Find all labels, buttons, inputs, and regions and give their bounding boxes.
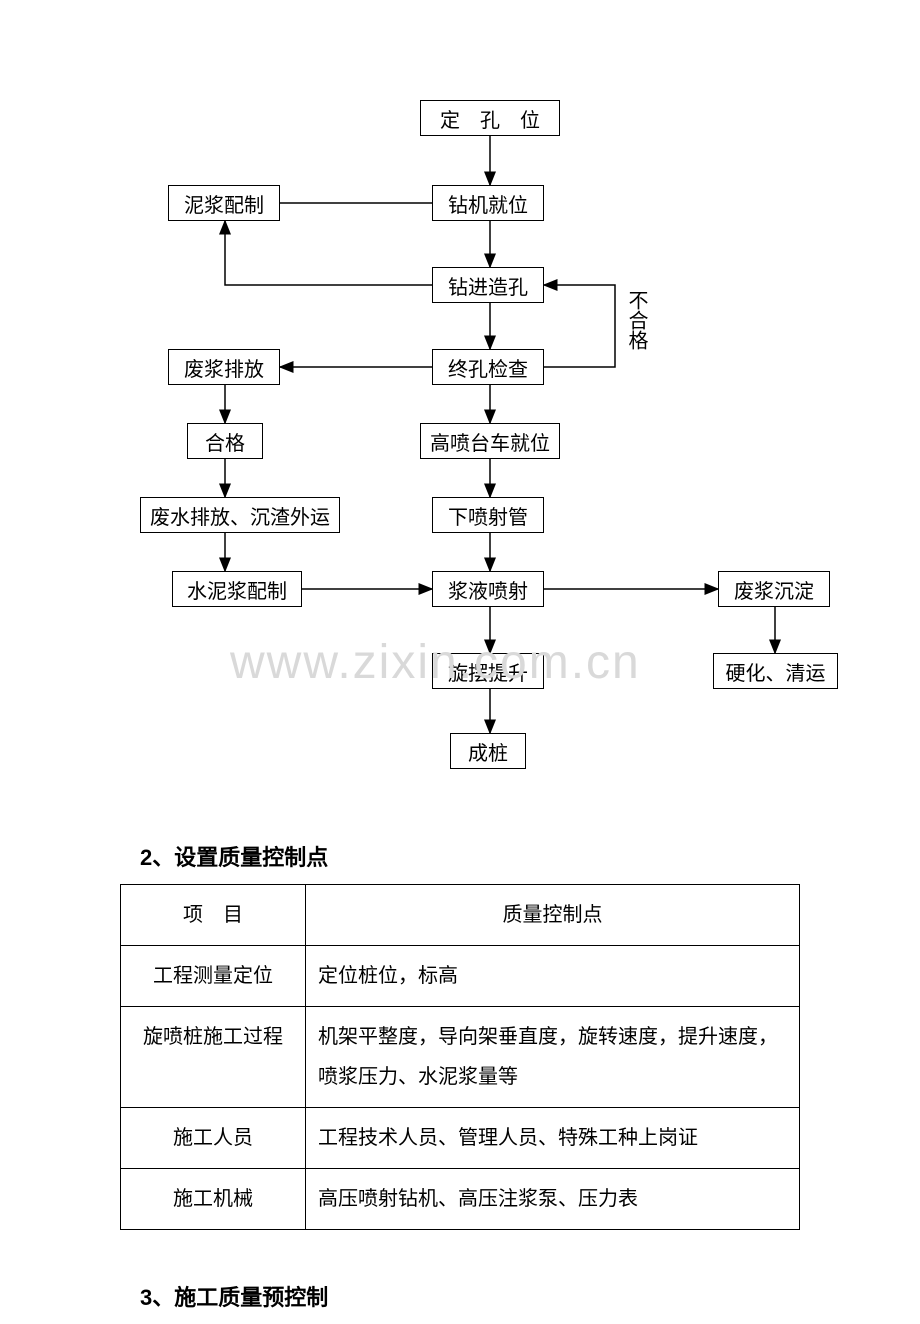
- flow-node-l5: 水泥浆配制: [172, 571, 302, 607]
- quality-control-table: 项 目 质量控制点 工程测量定位定位桩位，标高旋喷桩施工过程机架平整度，导向架垂…: [120, 884, 800, 1230]
- table-cell: 工程测量定位: [121, 946, 306, 1007]
- flow-node-n7: 浆液喷射: [432, 571, 544, 607]
- flow-node-l4: 废水排放、沉渣外运: [140, 497, 340, 533]
- edge-label: 不合格: [622, 290, 651, 350]
- flow-node-r1: 废浆沉淀: [718, 571, 830, 607]
- heading-precontrol: 3、施工质量预控制: [140, 1280, 920, 1312]
- flow-node-r2: 硬化、清运: [713, 653, 838, 689]
- table-cell: 工程技术人员、管理人员、特殊工种上岗证: [306, 1108, 800, 1169]
- flowchart: 定 孔 位钻机就位钻进造孔终孔检查高喷台车就位下喷射管浆液喷射旋摆提升成桩 泥浆配…: [0, 0, 920, 790]
- table-cell: 施工人员: [121, 1108, 306, 1169]
- heading-quality-control: 2、设置质量控制点: [140, 840, 920, 872]
- table-header-cell: 项 目: [121, 885, 306, 946]
- flow-node-l3: 合格: [187, 423, 263, 459]
- table-cell: 高压喷射钻机、高压注浆泵、压力表: [306, 1169, 800, 1230]
- table-row: 施工人员工程技术人员、管理人员、特殊工种上岗证: [121, 1108, 800, 1169]
- table-row: 施工机械高压喷射钻机、高压注浆泵、压力表: [121, 1169, 800, 1230]
- flow-node-n1: 定 孔 位: [420, 100, 560, 136]
- table-header-row: 项 目 质量控制点: [121, 885, 800, 946]
- flow-node-n6: 下喷射管: [432, 497, 544, 533]
- table-row: 旋喷桩施工过程机架平整度，导向架垂直度，旋转速度，提升速度，喷浆压力、水泥浆量等: [121, 1007, 800, 1108]
- flow-node-n4: 终孔检查: [432, 349, 544, 385]
- flow-node-n8: 旋摆提升: [432, 653, 544, 689]
- flow-node-n2: 钻机就位: [432, 185, 544, 221]
- table-header-cell: 质量控制点: [306, 885, 800, 946]
- table-cell: 施工机械: [121, 1169, 306, 1230]
- table-row: 工程测量定位定位桩位，标高: [121, 946, 800, 1007]
- flow-node-n9: 成桩: [450, 733, 526, 769]
- table-cell: 机架平整度，导向架垂直度，旋转速度，提升速度，喷浆压力、水泥浆量等: [306, 1007, 800, 1108]
- flow-node-l1: 泥浆配制: [168, 185, 280, 221]
- flow-node-n3: 钻进造孔: [432, 267, 544, 303]
- flow-node-l2: 废浆排放: [168, 349, 280, 385]
- flow-node-n5: 高喷台车就位: [420, 423, 560, 459]
- table-cell: 旋喷桩施工过程: [121, 1007, 306, 1108]
- table-cell: 定位桩位，标高: [306, 946, 800, 1007]
